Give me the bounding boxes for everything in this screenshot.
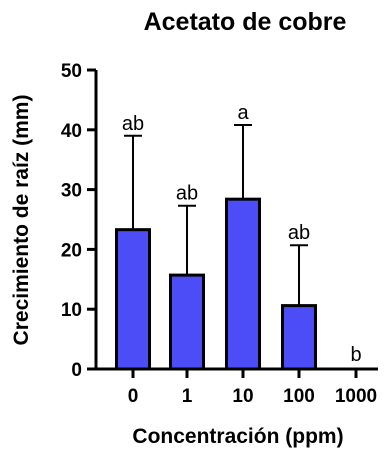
y-tick-label: 40 [61,121,82,142]
bar [281,304,317,371]
significance-label: ab [176,183,198,205]
plot-area: 0 10 20 30 40 50 0 ab 1 ab 10 a 100 ab 1000 b [61,61,378,407]
x-axis-title: Concentración (ppm) [132,425,343,448]
y-tick-label: 0 [71,360,82,381]
bar [169,273,205,371]
x-tick-label: 100 [283,386,315,407]
x-tick-label: 10 [232,386,253,407]
y-tick-label: 50 [61,61,82,82]
significance-label: b [350,344,361,366]
y-tick-label: 10 [61,300,82,321]
y-axis-title: Crecimiento de raíz (mm) [10,95,33,346]
x-tick-label: 1 [182,386,193,407]
y-tick-label: 20 [61,240,82,261]
x-tick-label: 0 [128,386,139,407]
bar [225,197,261,371]
chart-title: Acetato de cobre [144,8,347,36]
significance-label: ab [288,222,310,244]
y-tick-label: 30 [61,181,82,202]
x-tick-label: 1000 [335,386,377,407]
bar [115,228,151,371]
significance-label: ab [122,113,144,135]
significance-label: a [237,102,249,124]
